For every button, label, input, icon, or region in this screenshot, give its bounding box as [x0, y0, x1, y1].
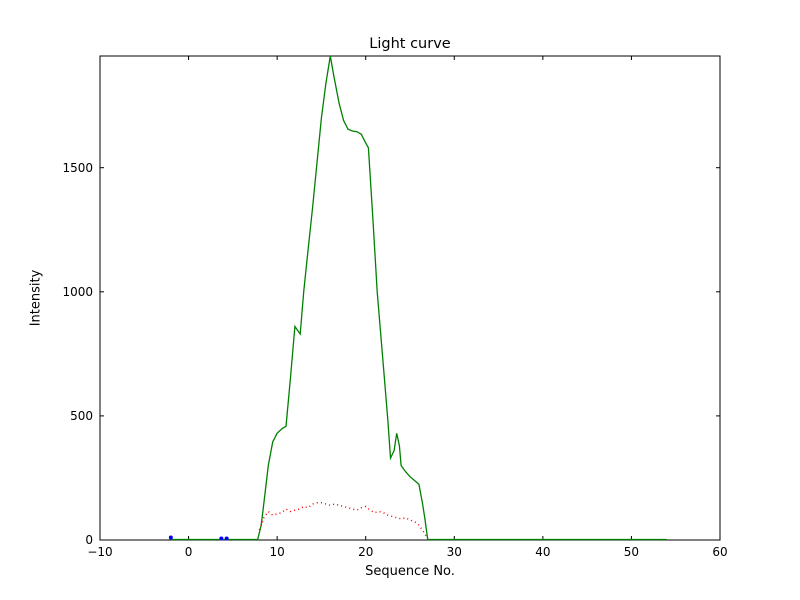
- flagged-points-point: [224, 536, 229, 541]
- main-light-curve: [170, 55, 667, 541]
- background-curve-line: [258, 502, 429, 540]
- flagged-points-point: [168, 535, 173, 540]
- x-tick-label: 40: [535, 545, 551, 559]
- background-curve: [258, 502, 429, 540]
- y-axis-label: Intensity: [28, 269, 44, 327]
- x-tick-label: 50: [623, 545, 640, 559]
- x-tick-label: 20: [358, 545, 374, 559]
- y-tick-label: 1500: [62, 160, 93, 175]
- y-tick-label: 1000: [62, 284, 93, 299]
- flagged-points: [168, 535, 229, 541]
- axes-frame: [99, 55, 721, 541]
- x-tick-label: 60: [712, 545, 728, 559]
- x-tick-label: −10: [87, 545, 113, 559]
- chart-title: Light curve: [369, 36, 451, 52]
- x-axis-label: Sequence No.: [365, 564, 455, 579]
- flagged-points-point: [219, 536, 224, 541]
- x-tick-label: 30: [446, 545, 462, 559]
- main-light-curve-line: [170, 55, 667, 541]
- y-tick-label: 500: [70, 408, 93, 423]
- x-tick-label: 0: [184, 545, 193, 559]
- x-tick-label: 10: [269, 545, 285, 559]
- y-tick-label: 0: [85, 533, 93, 547]
